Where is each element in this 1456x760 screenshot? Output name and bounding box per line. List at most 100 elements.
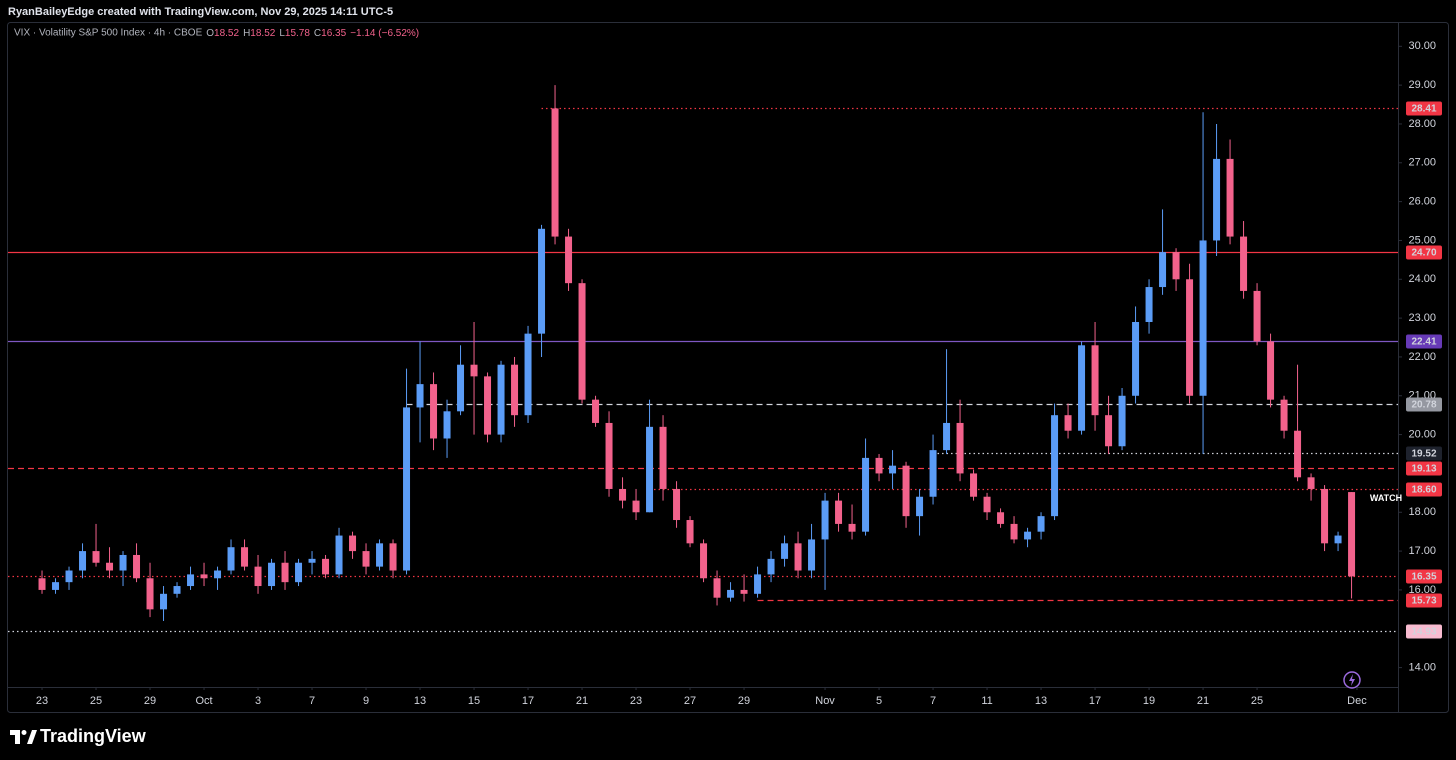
candle-body bbox=[1348, 492, 1356, 577]
candle-body bbox=[916, 496, 924, 517]
x-tick-label: 29 bbox=[144, 695, 156, 707]
candle-body bbox=[1132, 321, 1140, 396]
candle-body bbox=[1186, 279, 1194, 396]
candle-body bbox=[1334, 535, 1342, 544]
alert-icon[interactable] bbox=[1343, 671, 1361, 689]
x-tick-label: 11 bbox=[981, 695, 992, 707]
x-tick-label: 25 bbox=[90, 695, 102, 707]
candle-body bbox=[970, 473, 978, 497]
candle-body bbox=[605, 422, 613, 489]
candle-body bbox=[1091, 345, 1099, 416]
candle-body bbox=[1037, 516, 1045, 532]
candle-body bbox=[929, 450, 937, 497]
x-tick-label: 19 bbox=[1143, 695, 1155, 707]
candle-body bbox=[1010, 523, 1018, 540]
candle-body bbox=[430, 384, 438, 439]
candle-body bbox=[268, 562, 276, 587]
candle-body bbox=[1307, 477, 1315, 489]
candle-body bbox=[740, 589, 748, 594]
x-tick-label: 9 bbox=[363, 695, 369, 707]
ohlc-value: 15.78 bbox=[285, 28, 310, 39]
y-tick-label: 20.00 bbox=[1408, 429, 1436, 441]
ohlc-key: C bbox=[314, 28, 321, 39]
candle-body bbox=[659, 426, 667, 489]
candle-body bbox=[497, 364, 505, 435]
x-tick-label: 29 bbox=[738, 695, 750, 707]
symbol-legend: VIX · Volatility S&P 500 Index · 4h · CB… bbox=[14, 28, 203, 39]
price-tag bbox=[1406, 446, 1442, 461]
ohlc-value: 18.52 bbox=[214, 28, 239, 39]
y-tick-label: 30.00 bbox=[1408, 40, 1436, 52]
x-tick-label: 3 bbox=[255, 695, 261, 707]
candle-body bbox=[862, 457, 870, 532]
candle-body bbox=[686, 520, 694, 544]
candle-body bbox=[1253, 290, 1261, 342]
ohlc-key: L bbox=[279, 28, 285, 39]
candle-body bbox=[65, 570, 73, 583]
candle-body bbox=[848, 523, 856, 532]
candle-body bbox=[1145, 287, 1153, 322]
candle-body bbox=[943, 422, 951, 451]
candle-body bbox=[214, 570, 222, 579]
candle-body bbox=[200, 574, 208, 579]
x-tick-label: 7 bbox=[930, 695, 936, 707]
candle-body bbox=[187, 574, 195, 587]
candle-body bbox=[1294, 430, 1302, 478]
y-tick-label: 26.00 bbox=[1408, 196, 1436, 208]
candle-body bbox=[1024, 531, 1032, 540]
credit: RyanBaileyEdge created with TradingView.… bbox=[8, 6, 393, 18]
candle-body bbox=[619, 488, 627, 501]
candle-body bbox=[227, 547, 235, 571]
logo-slash bbox=[27, 730, 37, 744]
logo-mark bbox=[10, 730, 20, 744]
candle-body bbox=[1267, 341, 1275, 400]
ohlc-key: H bbox=[243, 28, 250, 39]
candle-body bbox=[389, 543, 397, 571]
candle-body bbox=[821, 500, 829, 540]
candle-body bbox=[173, 586, 181, 594]
x-tick-label: 21 bbox=[576, 695, 588, 707]
x-tick-label: Nov bbox=[815, 695, 835, 707]
price-tag-label: 19.52 bbox=[1411, 449, 1436, 460]
candle-body bbox=[403, 407, 411, 571]
candle-body bbox=[1118, 395, 1126, 447]
x-tick-label: 23 bbox=[630, 695, 642, 707]
price-tag bbox=[1406, 334, 1442, 349]
y-tick-label: 24.00 bbox=[1408, 273, 1436, 285]
candle-body bbox=[835, 500, 843, 524]
ohlc-legend: O18.52 H18.52 L15.78 C16.35 −1.14 (−6.52%) bbox=[206, 28, 419, 39]
candle-body bbox=[578, 283, 586, 400]
candle-body bbox=[416, 384, 424, 408]
candle-body bbox=[92, 551, 100, 563]
candle-body bbox=[592, 399, 600, 423]
price-tag bbox=[1406, 397, 1442, 412]
x-tick-label: 17 bbox=[522, 695, 534, 707]
x-tick-label: 13 bbox=[1035, 695, 1047, 707]
price-tag bbox=[1406, 482, 1442, 497]
candle-body bbox=[889, 465, 897, 474]
candle-body bbox=[956, 422, 964, 474]
price-tag bbox=[1406, 593, 1442, 608]
y-tick-label: 25.00 bbox=[1408, 234, 1436, 246]
price-tag-label: 19.13 bbox=[1411, 464, 1436, 475]
candle-body bbox=[902, 465, 910, 517]
candle-body bbox=[1213, 158, 1221, 241]
candle-body bbox=[632, 500, 640, 513]
candle-body bbox=[484, 376, 492, 435]
x-tick-label: Oct bbox=[195, 695, 212, 707]
price-tag-label: 28.41 bbox=[1411, 104, 1436, 115]
price-tag bbox=[1406, 624, 1442, 639]
candle-body bbox=[565, 236, 573, 284]
candle-body bbox=[511, 364, 519, 416]
candle-body bbox=[362, 551, 370, 567]
candle-body bbox=[524, 333, 532, 416]
brand: TradingView bbox=[40, 726, 147, 746]
price-tag bbox=[1406, 245, 1442, 260]
candle-body bbox=[875, 457, 883, 474]
price-tag-label: 18.60 bbox=[1411, 485, 1436, 496]
candle-body bbox=[646, 426, 654, 513]
candle-body bbox=[457, 364, 465, 412]
candle-body bbox=[52, 582, 60, 590]
price-tag-label: 22.41 bbox=[1411, 337, 1436, 348]
candle-body bbox=[1105, 415, 1113, 447]
